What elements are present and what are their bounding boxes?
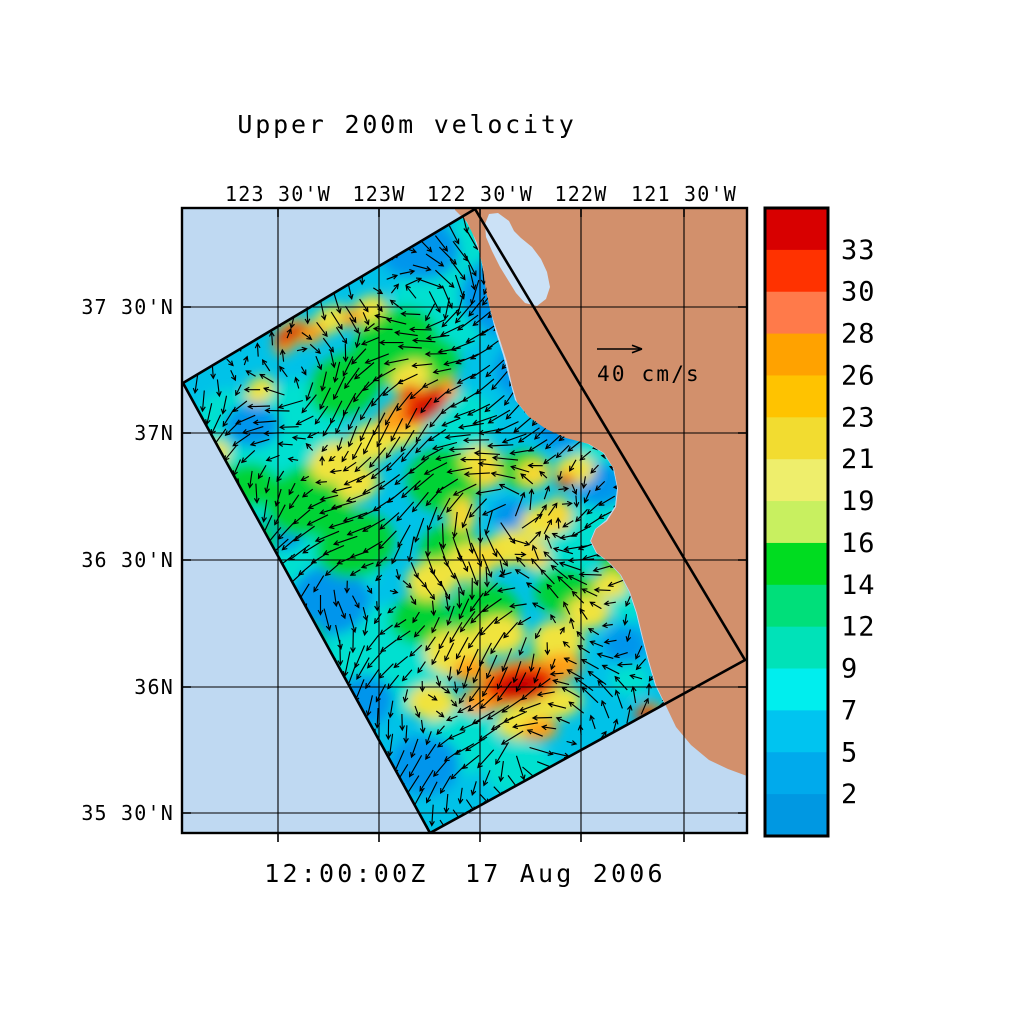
lon-axis-label: 123W <box>353 182 406 206</box>
speed-patch <box>224 403 280 447</box>
speed-patch <box>470 542 502 570</box>
colorbar-segment <box>765 668 828 711</box>
colorbar-label: 30 <box>841 277 876 308</box>
reference-vector-label: 40 cm/s <box>597 362 701 386</box>
reference-vector: 40 cm/s <box>597 344 701 386</box>
colorbar-label: 7 <box>841 695 858 726</box>
colorbar-label: 19 <box>841 486 876 517</box>
islet <box>548 211 566 221</box>
colorbar-segment <box>765 291 828 335</box>
speed-patch <box>566 595 610 629</box>
colorbar-segment <box>765 794 828 837</box>
speed-patch <box>408 684 456 720</box>
model-domain-outline <box>182 208 747 833</box>
lat-axis-labels: 37 30'N 37N 36 30'N 36N 35 30'N <box>81 295 174 825</box>
colorbar-label: 2 <box>841 779 858 810</box>
colorbar-label: 5 <box>841 737 858 768</box>
lat-axis-label: 37 30'N <box>81 295 174 319</box>
colorbar-segment <box>765 710 828 753</box>
colorbar-label: 14 <box>841 570 876 601</box>
speed-patch <box>470 460 502 488</box>
timestamp-label: 12:00:00Z 17 Aug 2006 <box>264 859 666 888</box>
colorbar-label: 21 <box>841 444 876 475</box>
colorbar-segment <box>765 249 828 293</box>
speed-patch <box>500 675 540 697</box>
speed-patch <box>448 497 476 533</box>
colorbar-labels: 33 30 28 26 23 21 19 16 14 12 9 7 5 2 <box>841 235 876 810</box>
lat-axis-label: 35 30'N <box>81 801 174 825</box>
speed-patch <box>390 735 460 795</box>
speed-patch <box>518 460 550 488</box>
colorbar-segment <box>765 333 828 377</box>
colorbar-segment <box>765 626 828 670</box>
lon-axis-label: 123 30'W <box>225 182 331 206</box>
lon-axis-label: 122 30'W <box>427 182 533 206</box>
colorbar-segment <box>765 417 828 460</box>
colorbar-label: 9 <box>841 654 858 685</box>
colorbar-segment <box>765 501 828 544</box>
colorbar <box>765 208 828 837</box>
colorbar-label: 12 <box>841 612 876 643</box>
speed-patch <box>340 308 364 328</box>
lon-axis-label: 122W <box>555 182 608 206</box>
colorbar-label: 23 <box>841 402 876 433</box>
land-polygon <box>455 208 747 776</box>
colorbar-label: 33 <box>841 235 876 266</box>
colorbar-frame <box>763 206 830 838</box>
speed-patch <box>417 400 439 418</box>
speed-patch <box>299 323 325 345</box>
colorbar-label: 28 <box>841 319 876 350</box>
reference-vector-arrowhead <box>631 344 643 354</box>
colorbar-segment <box>765 208 828 251</box>
velocity-arrow-set <box>183 209 665 833</box>
colorbar-segment <box>765 584 828 628</box>
lat-axis-label: 37N <box>134 421 174 445</box>
colorbar-segment <box>765 542 828 586</box>
colorbar-segment <box>765 752 828 795</box>
speed-patch <box>315 511 395 579</box>
velocity-arrows <box>183 209 665 833</box>
lat-axis-label: 36N <box>134 675 174 699</box>
colorbar-label: 16 <box>841 528 876 559</box>
san-francisco-bay <box>485 213 550 306</box>
figure-title: Upper 200m velocity <box>237 110 576 139</box>
colorbar-label: 26 <box>841 360 876 391</box>
speed-patch <box>610 664 650 696</box>
lon-axis-labels: 123 30'W 123W 122 30'W 122W 121 30'W <box>225 182 737 206</box>
lat-axis-label: 36 30'N <box>81 548 174 572</box>
speed-patch <box>474 615 526 655</box>
colorbar-segment <box>765 459 828 502</box>
colorbar-segment <box>765 375 828 418</box>
axis-ticks <box>182 208 747 842</box>
speed-patch <box>390 596 450 644</box>
plot-frame <box>180 206 749 835</box>
lon-axis-label: 121 30'W <box>631 182 737 206</box>
speed-patch <box>518 542 550 570</box>
